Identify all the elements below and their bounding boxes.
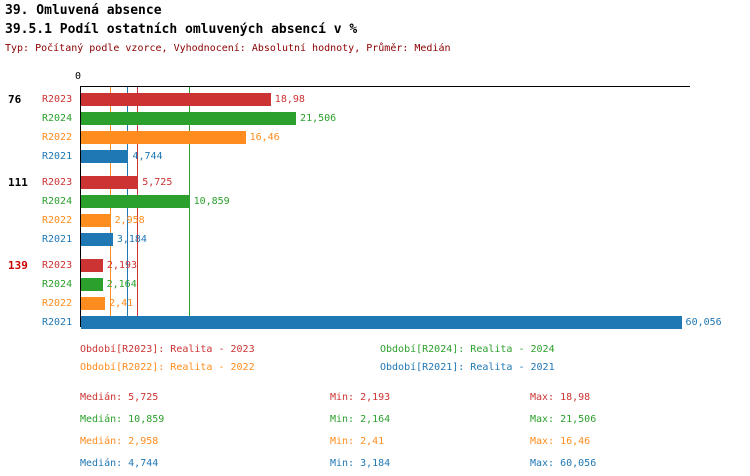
median-value: Medián: 10,859: [80, 414, 165, 425]
bar-r2024: [81, 195, 190, 208]
bar-r2021: [81, 150, 129, 163]
median-value: Medián: 4,744: [80, 458, 159, 469]
group-label: 76: [8, 93, 22, 106]
series-label: R2021: [42, 151, 73, 162]
series-label: R2022: [42, 298, 73, 309]
bar-r2021: [81, 233, 113, 246]
chart-row: 139 R2023 2,193: [0, 256, 750, 275]
stats: Medián: 5,725 Min: 2,193 Max: 18,98 Medián:…: [0, 392, 750, 476]
chart-row: 76 R2023 18,98: [0, 90, 750, 109]
series-label: R2021: [42, 317, 73, 328]
chart-subtitle: 39.5.1 Podíl ostatních omluvených absenc…: [5, 22, 358, 37]
stats-row-r2023: Medián: 5,725 Min: 2,193 Max: 18,98: [0, 392, 750, 410]
bar-value-label: 5,725: [142, 177, 173, 188]
bar-r2023: [81, 93, 271, 106]
bar-r2024: [81, 278, 103, 291]
series-label: R2023: [42, 177, 73, 188]
bar-r2022: [81, 297, 106, 310]
bar-value-label: 2,164: [106, 279, 137, 290]
min-value: Min: 2,164: [330, 414, 391, 425]
chart-row: R2021 3,184: [0, 230, 750, 249]
bar-value-label: 18,98: [274, 94, 305, 105]
bar-value-label: 60,056: [685, 317, 722, 328]
series-label: R2021: [42, 234, 73, 245]
legend-item-r2022: Období[R2022]: Realita - 2022: [80, 362, 255, 373]
x-axis-zero-label: 0: [75, 71, 82, 82]
series-label: R2022: [42, 215, 73, 226]
chart-rows: 76 R2023 18,98 R2024 21,506 R2022 16,46 R2021 4,…: [0, 90, 750, 332]
bar-value-label: 4,744: [132, 151, 163, 162]
bar-value-label: 2,958: [114, 215, 145, 226]
chart-row: R2024 10,859: [0, 192, 750, 211]
min-value: Min: 3,184: [330, 458, 391, 469]
max-value: Max: 60,056: [530, 458, 597, 469]
bar-value-label: 2,41: [109, 298, 134, 309]
chart-row: R2021 4,744: [0, 147, 750, 166]
chart-row: R2022 2,41: [0, 294, 750, 313]
series-label: R2023: [42, 94, 73, 105]
stats-row-r2024: Medián: 10,859 Min: 2,164 Max: 21,506: [0, 414, 750, 432]
stats-row-r2022: Medián: 2,958 Min: 2,41 Max: 16,46: [0, 436, 750, 454]
chart-row: R2024 2,164: [0, 275, 750, 294]
legend-item-r2024: Období[R2024]: Realita - 2024: [380, 344, 555, 355]
bar-r2022: [81, 131, 246, 144]
y-axis-line: [80, 86, 81, 327]
series-label: R2024: [42, 279, 73, 290]
bar-chart: 0 76 R2023 18,98 R2024 21,506 R2022 16,46 R2021…: [0, 68, 750, 336]
stats-row-r2021: Medián: 4,744 Min: 3,184 Max: 60,056: [0, 458, 750, 476]
min-value: Min: 2,41: [330, 436, 385, 447]
chart-row: R2021 60,056: [0, 313, 750, 332]
x-axis-line: [80, 86, 690, 87]
bar-value-label: 16,46: [249, 132, 280, 143]
series-label: R2022: [42, 132, 73, 143]
bar-value-label: 10,859: [193, 196, 230, 207]
page-title: 39. Omluvená absence: [5, 3, 162, 18]
min-value: Min: 2,193: [330, 392, 391, 403]
legend-item-r2023: Období[R2023]: Realita - 2023: [80, 344, 255, 355]
bar-value-label: 3,184: [116, 234, 147, 245]
bar-r2021: [81, 316, 682, 329]
legend-item-r2021: Období[R2021]: Realita - 2021: [380, 362, 555, 373]
legend: Období[R2023]: Realita - 2023 Období[R202…: [0, 344, 750, 384]
series-label: R2024: [42, 113, 73, 124]
chart-row: R2022 2,958: [0, 211, 750, 230]
group-label: 111: [8, 176, 28, 189]
series-label: R2024: [42, 196, 73, 207]
bar-r2023: [81, 259, 103, 272]
max-value: Max: 18,98: [530, 392, 591, 403]
chart-row: R2022 16,46: [0, 128, 750, 147]
chart-row: R2024 21,506: [0, 109, 750, 128]
group-label: 139: [8, 259, 28, 272]
bar-r2023: [81, 176, 139, 189]
median-value: Medián: 5,725: [80, 392, 159, 403]
max-value: Max: 16,46: [530, 436, 591, 447]
bar-r2024: [81, 112, 297, 125]
series-label: R2023: [42, 260, 73, 271]
bar-r2022: [81, 214, 111, 227]
max-value: Max: 21,506: [530, 414, 597, 425]
median-value: Medián: 2,958: [80, 436, 159, 447]
bar-value-label: 2,193: [106, 260, 138, 271]
bar-value-label: 21,506: [300, 113, 337, 124]
chart-meta: Typ: Počítaný podle vzorce, Vyhodnocení:…: [5, 43, 451, 54]
chart-row: 111 R2023 5,725: [0, 173, 750, 192]
